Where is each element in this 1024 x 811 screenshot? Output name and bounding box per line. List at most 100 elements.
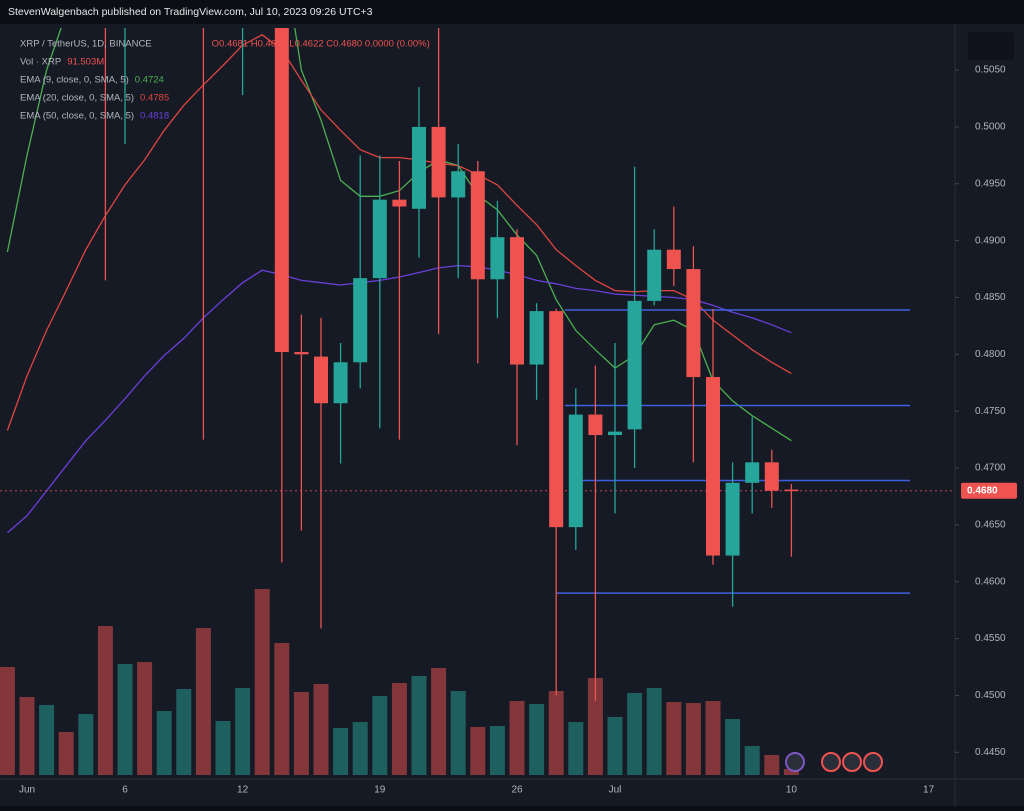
candle-body <box>451 171 466 198</box>
legend-name: EMA (50, close, 0, SMA, 5) <box>20 111 134 122</box>
legend-value: O0.4681 H0.4686 L0.4622 C0.4680 0.0000 (… <box>212 39 430 50</box>
candle-body <box>412 126 426 209</box>
candle-body <box>431 126 446 198</box>
volume-bar <box>254 589 270 775</box>
volume-bar <box>666 702 682 775</box>
volume-bar <box>333 727 349 775</box>
volume-bar <box>489 726 505 775</box>
toolbar-box <box>968 32 1014 60</box>
volume-bar <box>293 691 309 775</box>
legend-value: 91.503M <box>67 57 104 68</box>
volume-bar <box>215 720 231 775</box>
candle-body <box>647 249 662 301</box>
volume-bar <box>39 704 55 775</box>
x-tick-label: 12 <box>237 785 249 796</box>
candle-body <box>510 237 524 365</box>
candle-body <box>372 199 387 279</box>
volume-bar <box>744 746 760 775</box>
volume-bar <box>372 695 388 775</box>
candle-body <box>666 249 681 270</box>
y-tick-label: 0.4650 <box>975 520 1006 531</box>
legend-name: EMA (9, close, 0, SMA, 5) <box>20 75 129 86</box>
candle-body <box>549 311 564 528</box>
candle-body <box>568 414 583 528</box>
candle-body <box>764 462 779 491</box>
volume-bar <box>78 714 94 775</box>
y-tick-label: 0.4900 <box>975 235 1006 246</box>
volume-bar <box>646 687 662 775</box>
y-tick-label: 0.4950 <box>975 178 1006 189</box>
legend-name: Vol · XRP <box>20 57 61 68</box>
candle-body <box>529 311 544 365</box>
candle-body <box>784 489 799 492</box>
candle-body <box>470 171 485 280</box>
volume-bar <box>176 688 192 775</box>
volume-bar <box>509 700 525 775</box>
x-tick-label: 10 <box>786 785 798 796</box>
candle-body <box>490 237 505 280</box>
volume-bar <box>627 692 643 775</box>
volume-bar <box>529 703 545 775</box>
y-tick-label: 0.4450 <box>975 747 1006 758</box>
y-tick-label: 0.4700 <box>975 463 1006 474</box>
volume-bar <box>431 668 447 775</box>
legend-name: EMA (20, close, 0, SMA, 5) <box>20 93 134 104</box>
volume-bar <box>0 667 15 775</box>
volume-bar <box>19 696 35 775</box>
volume-bar <box>117 664 133 775</box>
y-tick-label: 0.4600 <box>975 576 1006 587</box>
volume-bar <box>705 700 721 775</box>
volume-bar <box>725 719 741 775</box>
volume-bar <box>97 626 113 775</box>
candle-body <box>353 278 368 363</box>
volume-bar <box>783 769 799 775</box>
x-tick-label: 26 <box>511 785 523 796</box>
x-tick-label: Jul <box>609 785 622 796</box>
legend-value: 0.4724 <box>135 75 164 86</box>
volume-bar <box>587 678 603 775</box>
volume-bar <box>470 727 486 775</box>
candle-body <box>314 356 328 404</box>
x-tick-label: 6 <box>122 785 128 796</box>
x-tick-label: Jun <box>19 785 35 796</box>
x-tick-label: 17 <box>923 785 935 796</box>
last-price-label: 0.4680 <box>967 485 998 496</box>
y-tick-label: 0.5000 <box>975 122 1006 133</box>
volume-bar <box>156 711 172 775</box>
candle-body <box>274 28 289 353</box>
candle-body <box>294 352 309 355</box>
y-tick-label: 0.4750 <box>975 406 1006 417</box>
candle-body <box>627 300 642 430</box>
volume-bar <box>411 676 427 775</box>
legend-name: XRP / TetherUS, 1D, BINANCE <box>20 39 152 50</box>
volume-bar <box>352 722 368 775</box>
legend-value: 0.4785 <box>140 93 169 104</box>
plot <box>0 28 955 775</box>
y-tick-label: 0.5050 <box>975 65 1006 76</box>
volume-bar <box>568 722 584 775</box>
plot-background <box>0 24 1024 806</box>
volume-bar <box>274 643 290 775</box>
candle-body <box>725 482 740 556</box>
last-price-box <box>961 482 1017 499</box>
volume-bar <box>685 703 701 775</box>
candle-body <box>745 462 760 483</box>
volume-bar <box>450 691 466 775</box>
volume-bar <box>607 716 623 775</box>
candle-body <box>608 431 622 436</box>
candle-body <box>588 414 603 436</box>
candle-body <box>333 362 348 404</box>
candle-body <box>392 199 407 207</box>
volume-bar <box>764 755 780 775</box>
volume-bar <box>58 731 74 775</box>
volume-bar <box>195 628 211 775</box>
x-tick-label: 19 <box>374 785 386 796</box>
legend-value: 0.4818 <box>140 111 169 122</box>
volume-bar <box>391 683 407 775</box>
candle-body <box>706 377 720 556</box>
y-tick-label: 0.4850 <box>975 292 1006 303</box>
volume-bar <box>235 687 251 775</box>
y-tick-label: 0.4500 <box>975 690 1006 701</box>
volume-bar <box>137 662 153 775</box>
